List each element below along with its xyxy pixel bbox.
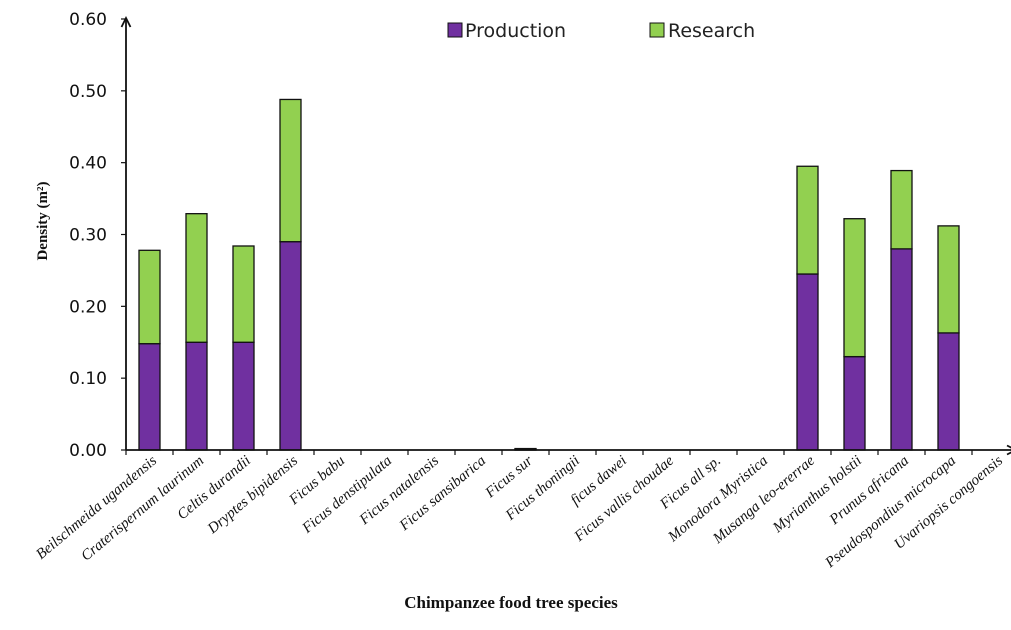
y-ticks: 0.00 0.10 0.20 0.30 0.40 0.50 0.60 (69, 10, 126, 461)
x-category-label: Ficus sansibarica (396, 453, 489, 535)
bar-production-17 (891, 249, 912, 450)
bars-layer (139, 99, 959, 450)
x-category-label: Prunus africana (826, 453, 912, 529)
bar-research-3 (233, 246, 254, 342)
legend-swatch-production (448, 23, 462, 37)
y-tick-label: 0.00 (69, 441, 107, 461)
bar-research-16 (844, 219, 865, 357)
y-tick-label: 0.10 (69, 369, 107, 389)
bar-production-16 (844, 357, 865, 450)
bar-production-15 (797, 274, 818, 450)
legend-label-production: Production (465, 20, 566, 42)
bar-research-15 (797, 166, 818, 274)
bar-production-2 (186, 342, 207, 450)
bar-production-4 (280, 242, 301, 450)
legend-label-research: Research (668, 20, 755, 42)
bar-production-18 (938, 333, 959, 450)
x-category-label: Ficus natalensis (356, 453, 442, 529)
bar-research-17 (891, 171, 912, 249)
bar-research-2 (186, 214, 207, 343)
y-tick-label: 0.20 (69, 297, 107, 317)
legend: Production Research (448, 20, 755, 42)
y-axis-title: Density (m²) (35, 181, 51, 260)
x-axis-title: Chimpanzee food tree species (404, 593, 618, 612)
legend-swatch-research (650, 23, 664, 37)
y-tick-label: 0.50 (69, 82, 107, 102)
axes-layer (122, 18, 1011, 455)
bar-research-4 (280, 99, 301, 241)
y-tick-label: 0.60 (69, 10, 107, 30)
y-tick-label: 0.30 (69, 226, 107, 246)
bar-research-1 (139, 250, 160, 343)
bar-research-18 (938, 226, 959, 333)
y-tick-label: 0.40 (69, 154, 107, 174)
bar-production-3 (233, 342, 254, 450)
bar-production-1 (139, 344, 160, 450)
